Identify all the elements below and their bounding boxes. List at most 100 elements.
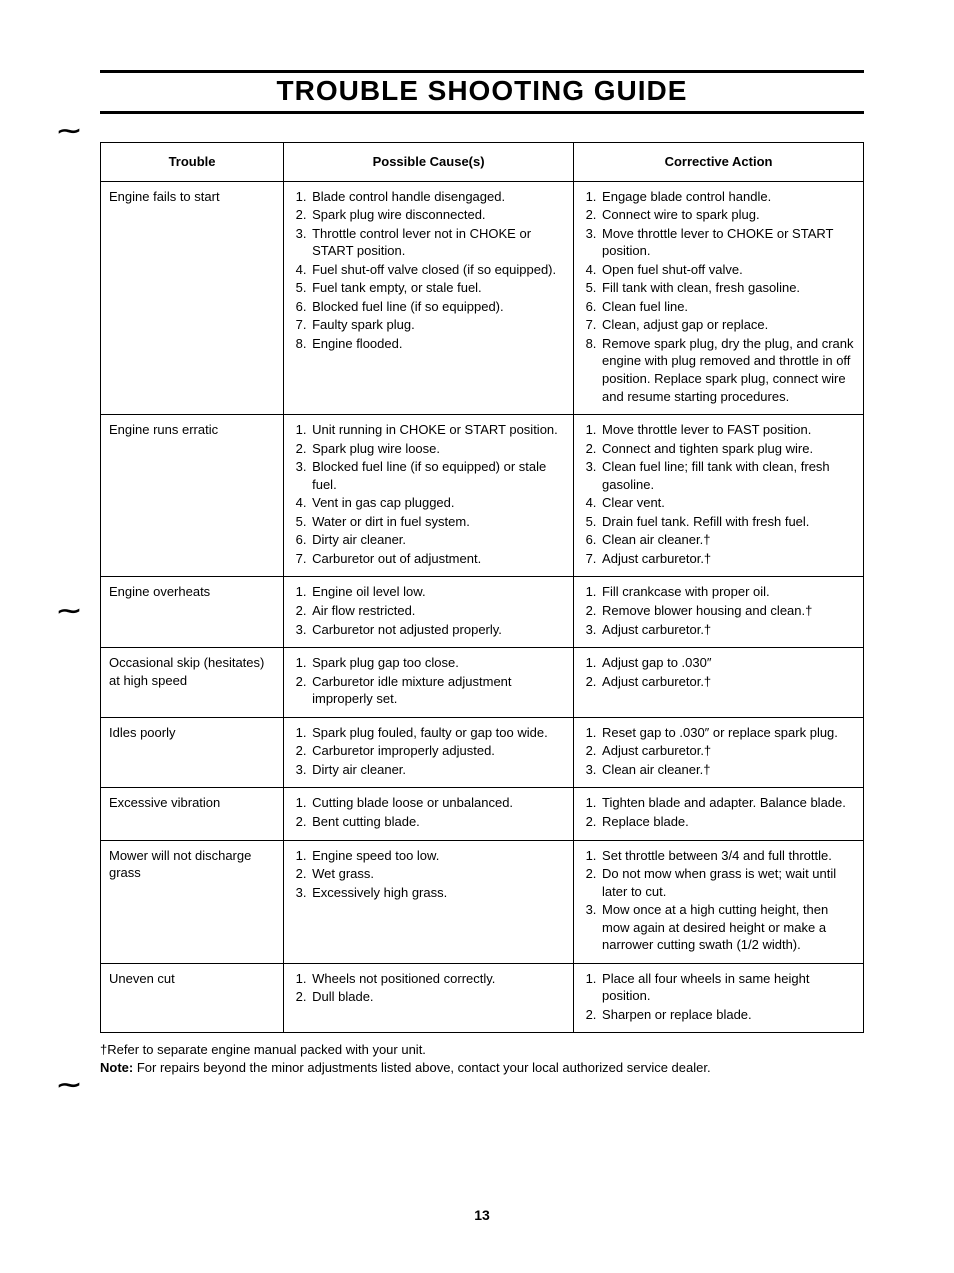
cause-item: Dirty air cleaner. bbox=[310, 531, 565, 549]
cause-item: Engine flooded. bbox=[310, 335, 565, 353]
page: ⁓ ⁓ ⁓ TROUBLE SHOOTING GUIDE Trouble Pos… bbox=[0, 0, 954, 1273]
action-item: Reset gap to .030″ or replace spark plug… bbox=[600, 724, 855, 742]
cause-item: Cutting blade loose or unbalanced. bbox=[310, 794, 565, 812]
footnote-dagger: †Refer to separate engine manual packed … bbox=[100, 1041, 864, 1059]
action-item: Clean fuel line. bbox=[600, 298, 855, 316]
scan-artifact: ⁓ bbox=[58, 118, 80, 144]
action-item: Adjust gap to .030″ bbox=[600, 654, 855, 672]
footnote-note-label: Note: bbox=[100, 1060, 133, 1075]
cell-causes: Cutting blade loose or unbalanced.Bent c… bbox=[284, 788, 574, 840]
cause-item: Dull blade. bbox=[310, 988, 565, 1006]
cause-item: Vent in gas cap plugged. bbox=[310, 494, 565, 512]
cause-item: Blocked fuel line (if so equipped) or st… bbox=[310, 458, 565, 493]
action-item: Clean, adjust gap or replace. bbox=[600, 316, 855, 334]
action-item: Adjust carburetor.† bbox=[600, 550, 855, 568]
action-item: Sharpen or replace blade. bbox=[600, 1006, 855, 1024]
action-item: Remove spark plug, dry the plug, and cra… bbox=[600, 335, 855, 405]
action-item: Adjust carburetor.† bbox=[600, 621, 855, 639]
action-item: Clear vent. bbox=[600, 494, 855, 512]
cause-item: Engine speed too low. bbox=[310, 847, 565, 865]
action-item: Adjust carburetor.† bbox=[600, 673, 855, 691]
action-item: Open fuel shut-off valve. bbox=[600, 261, 855, 279]
cause-item: Wheels not positioned correctly. bbox=[310, 970, 565, 988]
cell-actions: Move throttle lever to FAST position.Con… bbox=[574, 415, 864, 577]
cause-item: Carburetor not adjusted properly. bbox=[310, 621, 565, 639]
table-row: Engine overheatsEngine oil level low.Air… bbox=[101, 577, 864, 648]
table-row: Engine runs erraticUnit running in CHOKE… bbox=[101, 415, 864, 577]
action-item: Clean fuel line; fill tank with clean, f… bbox=[600, 458, 855, 493]
table-row: Occasional skip (hesitates) at high spee… bbox=[101, 648, 864, 718]
cause-item: Carburetor improperly adjusted. bbox=[310, 742, 565, 760]
cause-item: Blade control handle disengaged. bbox=[310, 188, 565, 206]
cause-item: Fuel shut-off valve closed (if so equipp… bbox=[310, 261, 565, 279]
cause-item: Spark plug fouled, faulty or gap too wid… bbox=[310, 724, 565, 742]
cause-item: Spark plug gap too close. bbox=[310, 654, 565, 672]
footnotes: †Refer to separate engine manual packed … bbox=[100, 1041, 864, 1076]
action-item: Connect wire to spark plug. bbox=[600, 206, 855, 224]
cause-item: Blocked fuel line (if so equipped). bbox=[310, 298, 565, 316]
cause-item: Carburetor out of adjustment. bbox=[310, 550, 565, 568]
cause-item: Wet grass. bbox=[310, 865, 565, 883]
cell-trouble: Occasional skip (hesitates) at high spee… bbox=[101, 648, 284, 718]
cause-item: Water or dirt in fuel system. bbox=[310, 513, 565, 531]
cell-trouble: Excessive vibration bbox=[101, 788, 284, 840]
action-item: Replace blade. bbox=[600, 813, 855, 831]
cell-actions: Engage blade control handle.Connect wire… bbox=[574, 181, 864, 415]
footnote-note-text: For repairs beyond the minor adjustments… bbox=[133, 1060, 710, 1075]
cell-actions: Set throttle between 3/4 and full thrott… bbox=[574, 840, 864, 963]
title-container: TROUBLE SHOOTING GUIDE bbox=[100, 75, 864, 114]
cell-causes: Spark plug fouled, faulty or gap too wid… bbox=[284, 717, 574, 788]
cause-item: Bent cutting blade. bbox=[310, 813, 565, 831]
action-item: Clean air cleaner.† bbox=[600, 761, 855, 779]
action-item: Engage blade control handle. bbox=[600, 188, 855, 206]
action-item: Move throttle lever to FAST position. bbox=[600, 421, 855, 439]
action-item: Do not mow when grass is wet; wait until… bbox=[600, 865, 855, 900]
table-row: Mower will not discharge grassEngine spe… bbox=[101, 840, 864, 963]
cell-trouble: Mower will not discharge grass bbox=[101, 840, 284, 963]
action-item: Move throttle lever to CHOKE or START po… bbox=[600, 225, 855, 260]
table-row: Uneven cutWheels not positioned correctl… bbox=[101, 963, 864, 1033]
table-row: Engine fails to start Blade control handl… bbox=[101, 181, 864, 415]
col-header-actions: Corrective Action bbox=[574, 143, 864, 182]
cause-item: Faulty spark plug. bbox=[310, 316, 565, 334]
cause-item: Spark plug wire disconnected. bbox=[310, 206, 565, 224]
rule-top bbox=[100, 70, 864, 73]
scan-artifact: ⁓ bbox=[58, 598, 80, 624]
troubleshooting-table: Trouble Possible Cause(s) Corrective Act… bbox=[100, 142, 864, 1033]
cause-item: Air flow restricted. bbox=[310, 602, 565, 620]
cell-actions: Tighten blade and adapter. Balance blade… bbox=[574, 788, 864, 840]
cell-trouble: Uneven cut bbox=[101, 963, 284, 1033]
cell-trouble: Engine runs erratic bbox=[101, 415, 284, 577]
cell-actions: Place all four wheels in same height pos… bbox=[574, 963, 864, 1033]
action-item: Tighten blade and adapter. Balance blade… bbox=[600, 794, 855, 812]
cell-actions: Reset gap to .030″ or replace spark plug… bbox=[574, 717, 864, 788]
action-item: Fill tank with clean, fresh gasoline. bbox=[600, 279, 855, 297]
cell-trouble: Engine fails to start bbox=[101, 181, 284, 415]
action-item: Mow once at a high cutting height, then … bbox=[600, 901, 855, 954]
page-title: TROUBLE SHOOTING GUIDE bbox=[277, 75, 688, 106]
cause-item: Dirty air cleaner. bbox=[310, 761, 565, 779]
col-header-causes: Possible Cause(s) bbox=[284, 143, 574, 182]
cell-causes: Engine speed too low.Wet grass.Excessive… bbox=[284, 840, 574, 963]
scan-artifact: ⁓ bbox=[58, 1072, 80, 1098]
table-body: Engine fails to start Blade control handl… bbox=[101, 181, 864, 1033]
action-item: Fill crankcase with proper oil. bbox=[600, 583, 855, 601]
footnote-note: Note: For repairs beyond the minor adjus… bbox=[100, 1059, 864, 1077]
page-number: 13 bbox=[100, 1207, 864, 1223]
action-item: Clean air cleaner.† bbox=[600, 531, 855, 549]
cause-item: Throttle control lever not in CHOKE or S… bbox=[310, 225, 565, 260]
cause-item: Carburetor idle mixture adjustment impro… bbox=[310, 673, 565, 708]
col-header-trouble: Trouble bbox=[101, 143, 284, 182]
cause-item: Spark plug wire loose. bbox=[310, 440, 565, 458]
cell-causes: Unit running in CHOKE or START position.… bbox=[284, 415, 574, 577]
cause-item: Unit running in CHOKE or START position. bbox=[310, 421, 565, 439]
table-row: Excessive vibrationCutting blade loose o… bbox=[101, 788, 864, 840]
cause-item: Fuel tank empty, or stale fuel. bbox=[310, 279, 565, 297]
cell-actions: Adjust gap to .030″Adjust carburetor.† bbox=[574, 648, 864, 718]
cell-causes: Wheels not positioned correctly.Dull bla… bbox=[284, 963, 574, 1033]
action-item: Place all four wheels in same height pos… bbox=[600, 970, 855, 1005]
cell-trouble: Engine overheats bbox=[101, 577, 284, 648]
table-header-row: Trouble Possible Cause(s) Corrective Act… bbox=[101, 143, 864, 182]
cell-trouble: Idles poorly bbox=[101, 717, 284, 788]
table-row: Idles poorly Spark plug fouled, faulty or… bbox=[101, 717, 864, 788]
